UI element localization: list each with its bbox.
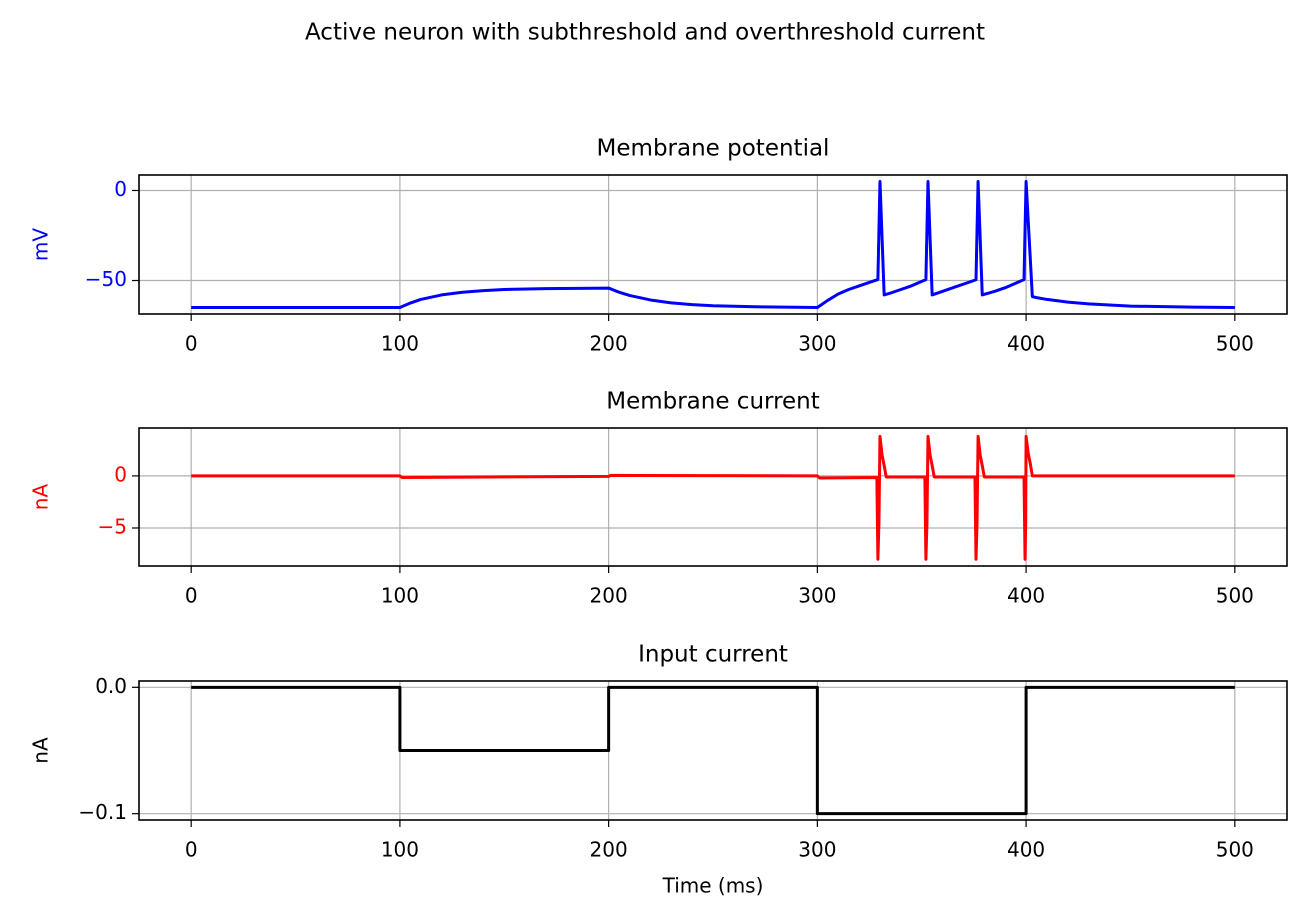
x-tick-label: 300 <box>798 584 836 608</box>
axes-frame <box>138 174 1288 315</box>
x-tick-label: 400 <box>1007 584 1045 608</box>
x-tick-label: 500 <box>1216 584 1254 608</box>
y-axis-label: nA <box>29 737 53 764</box>
x-tick-label: 300 <box>798 332 836 356</box>
data-line <box>191 434 1235 561</box>
x-tick-label: 400 <box>1007 838 1045 862</box>
x-tick-label: 0 <box>185 838 198 862</box>
y-tick-label: 0 <box>114 462 127 486</box>
x-tick-label: 100 <box>381 838 419 862</box>
subplot-title: Membrane potential <box>597 136 830 162</box>
x-tick-label: 400 <box>1007 332 1045 356</box>
y-tick-label: −5 <box>98 514 127 538</box>
axes-frame <box>138 680 1288 821</box>
x-axis-label: Time (ms) <box>662 874 764 898</box>
subplot-title: Membrane current <box>606 389 820 415</box>
y-tick-label: 0 <box>114 177 127 201</box>
x-tick-label: 100 <box>381 584 419 608</box>
x-tick-label: 500 <box>1216 332 1254 356</box>
x-tick-label: 300 <box>798 838 836 862</box>
data-line <box>191 179 1235 310</box>
y-tick-label: −0.1 <box>78 800 127 824</box>
subplot-title: Input current <box>638 642 788 668</box>
x-tick-label: 200 <box>590 332 628 356</box>
x-tick-label: 200 <box>590 838 628 862</box>
x-tick-label: 0 <box>185 332 198 356</box>
x-tick-label: 500 <box>1216 838 1254 862</box>
y-axis-label: nA <box>29 484 53 511</box>
y-tick-label: −50 <box>85 267 127 291</box>
x-tick-label: 0 <box>185 584 198 608</box>
axes-frame <box>138 427 1288 567</box>
figure-title: Active neuron with subthreshold and over… <box>305 20 985 46</box>
y-axis-label: mV <box>29 228 53 261</box>
data-line <box>191 685 1235 816</box>
y-tick-label: 0.0 <box>95 674 127 698</box>
x-tick-label: 100 <box>381 332 419 356</box>
x-tick-label: 200 <box>590 584 628 608</box>
